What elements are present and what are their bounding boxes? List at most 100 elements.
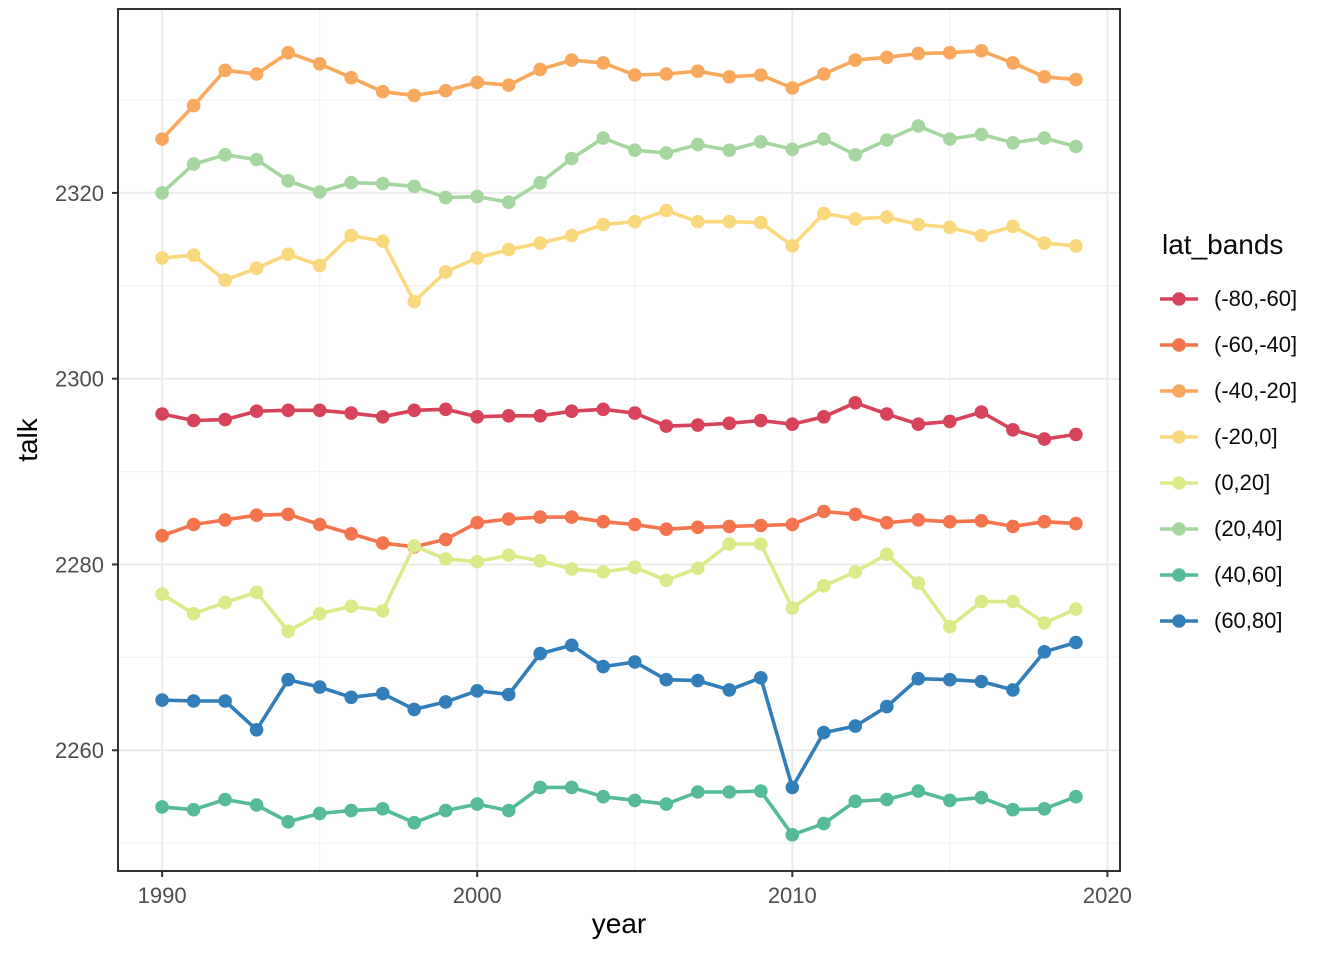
data-point bbox=[407, 403, 422, 418]
data-point bbox=[375, 84, 390, 99]
data-point bbox=[974, 127, 989, 142]
data-point bbox=[691, 64, 705, 78]
data-point bbox=[848, 719, 863, 733]
panel-background bbox=[118, 9, 1120, 871]
data-point bbox=[628, 793, 642, 808]
data-point bbox=[848, 212, 863, 226]
data-point bbox=[628, 68, 642, 82]
data-point bbox=[281, 403, 296, 418]
data-point bbox=[186, 802, 201, 817]
grid-major bbox=[118, 9, 1120, 871]
legend-item-label: (40,60] bbox=[1214, 562, 1283, 587]
data-point bbox=[628, 214, 642, 229]
data-point bbox=[438, 83, 453, 98]
data-point bbox=[911, 671, 926, 686]
series-(20,40] bbox=[155, 119, 1083, 209]
data-point bbox=[722, 785, 737, 799]
data-point bbox=[249, 508, 264, 522]
data-point bbox=[1069, 602, 1083, 616]
data-point bbox=[974, 405, 989, 419]
data-point bbox=[943, 414, 957, 429]
series-(-20,0] bbox=[155, 203, 1083, 309]
data-point bbox=[722, 70, 737, 84]
data-point bbox=[974, 44, 989, 58]
data-point bbox=[628, 560, 642, 575]
data-point bbox=[1037, 432, 1052, 446]
x-axis-title: year bbox=[591, 908, 647, 939]
legend-key-icon bbox=[1160, 292, 1198, 306]
data-point bbox=[407, 179, 422, 194]
data-point bbox=[438, 402, 453, 417]
data-point bbox=[848, 565, 863, 579]
data-point bbox=[344, 690, 359, 705]
data-point bbox=[785, 780, 800, 795]
legend-item: (-20,0] bbox=[1160, 414, 1344, 460]
data-point bbox=[848, 148, 863, 162]
data-point bbox=[943, 132, 957, 146]
data-point bbox=[659, 573, 674, 588]
data-point bbox=[186, 157, 201, 171]
data-point bbox=[218, 513, 232, 527]
data-point bbox=[312, 517, 327, 532]
data-point bbox=[312, 606, 327, 621]
data-point bbox=[344, 228, 359, 243]
data-point bbox=[785, 81, 800, 95]
data-point bbox=[533, 175, 547, 190]
data-point bbox=[1006, 56, 1020, 70]
data-point bbox=[659, 797, 674, 811]
data-point bbox=[407, 702, 422, 717]
data-point bbox=[312, 680, 327, 694]
data-point bbox=[848, 396, 863, 410]
data-point bbox=[817, 67, 831, 81]
data-point bbox=[1006, 519, 1020, 534]
data-point bbox=[785, 142, 800, 157]
data-point bbox=[659, 522, 674, 536]
data-point bbox=[375, 686, 390, 701]
series-(40,60] bbox=[155, 780, 1083, 842]
data-point bbox=[659, 67, 674, 81]
data-point bbox=[438, 695, 453, 709]
data-point bbox=[596, 217, 610, 232]
data-point bbox=[501, 409, 516, 423]
data-point bbox=[249, 585, 264, 600]
legend-item: (-80,-60] bbox=[1160, 276, 1344, 322]
data-point bbox=[628, 406, 642, 420]
data-point bbox=[880, 50, 894, 65]
data-point bbox=[880, 210, 894, 224]
data-point bbox=[1037, 236, 1052, 250]
data-point bbox=[186, 98, 201, 113]
data-point bbox=[596, 565, 610, 579]
data-point bbox=[1037, 514, 1052, 529]
data-point bbox=[628, 143, 642, 157]
data-point bbox=[249, 723, 264, 737]
data-point bbox=[501, 195, 516, 209]
data-point bbox=[533, 62, 547, 77]
data-point bbox=[533, 780, 547, 795]
data-point bbox=[564, 638, 579, 653]
data-point bbox=[312, 57, 327, 71]
data-point bbox=[564, 562, 579, 576]
data-point bbox=[470, 410, 485, 424]
data-point bbox=[470, 797, 485, 811]
data-point bbox=[943, 793, 957, 808]
data-point bbox=[848, 507, 863, 522]
data-point bbox=[1069, 516, 1083, 531]
data-point bbox=[186, 606, 201, 621]
data-point bbox=[1006, 136, 1020, 150]
data-point bbox=[281, 247, 296, 261]
data-point bbox=[249, 67, 264, 81]
data-point bbox=[281, 624, 296, 639]
data-point bbox=[1037, 802, 1052, 816]
data-point bbox=[691, 673, 705, 688]
data-point bbox=[249, 404, 264, 419]
data-point bbox=[249, 798, 264, 812]
data-point bbox=[249, 261, 264, 276]
series-(60,80] bbox=[155, 635, 1083, 795]
data-point bbox=[564, 151, 579, 166]
x-tick-label: 2010 bbox=[768, 883, 817, 908]
data-point bbox=[722, 143, 737, 157]
legend-item: (-60,-40] bbox=[1160, 322, 1344, 368]
data-point bbox=[659, 419, 674, 433]
